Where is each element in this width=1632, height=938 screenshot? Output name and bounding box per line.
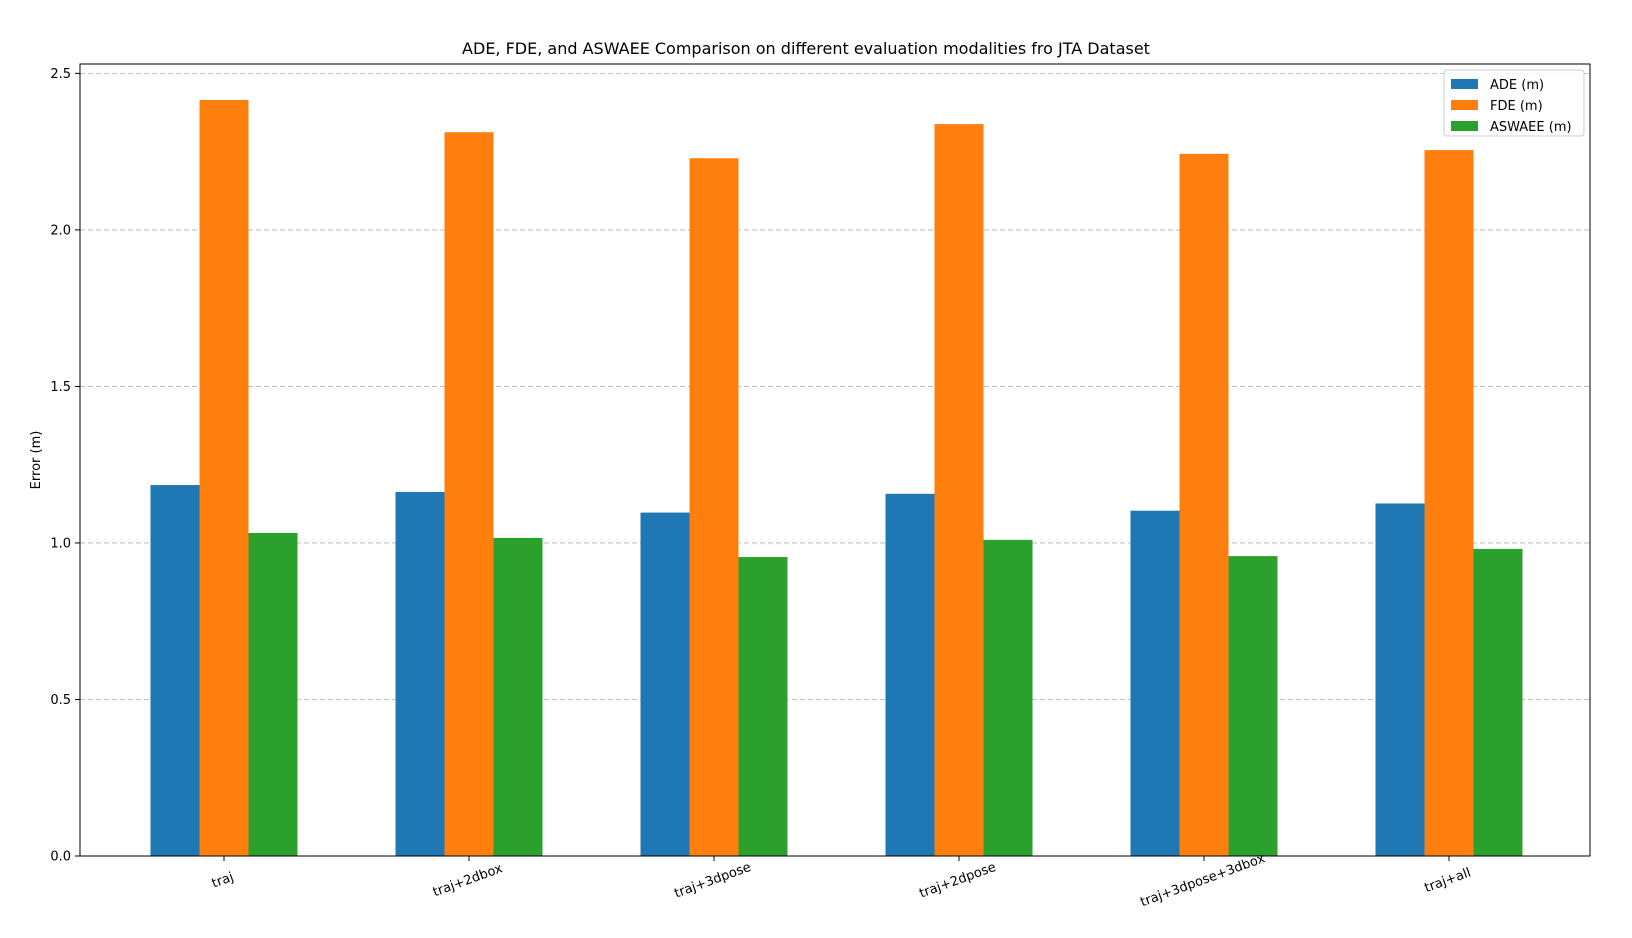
legend-box: [1443, 69, 1585, 137]
bar-fde-traj+3dpose+3dbox: [1179, 153, 1229, 856]
y-tick-label: 1.5: [50, 380, 71, 395]
bar-aswaee-traj+3dpose: [738, 557, 788, 856]
y-tick-label: 2.5: [50, 67, 71, 82]
y-axis: 0.0 0.5 1.0 1.5 2.0 2.5: [50, 67, 80, 865]
legend-entry: ADE (m): [1490, 78, 1544, 93]
y-axis-label: Error (m): [29, 431, 44, 490]
bar-ade-traj+2dpose: [885, 493, 935, 856]
y-tick-label: 1.0: [50, 536, 71, 551]
grid-lines: [80, 72, 1590, 700]
plot-frame: [79, 63, 1591, 857]
x-tick-label: traj+3dpose+3dbox: [1139, 851, 1268, 910]
x-tick-label: traj+3dpose: [672, 860, 753, 902]
bar-fde-traj+2dbox: [444, 132, 494, 857]
legend-entry: ASWAEE (m): [1490, 120, 1572, 135]
bar-aswaee-traj+2dpose: [983, 539, 1033, 856]
bar-aswaee-traj: [248, 532, 298, 856]
x-tick-label: traj+2dpose: [917, 860, 998, 902]
bar-ade-traj: [150, 485, 200, 856]
bars: [150, 100, 1523, 857]
bar-ade-traj+all: [1375, 503, 1425, 856]
legend-swatch: [1451, 100, 1478, 110]
bar-aswaee-traj+all: [1473, 548, 1523, 856]
legend-swatch: [1451, 121, 1478, 131]
bar-ade-traj+3dpose: [640, 512, 690, 856]
bar-fde-traj+all: [1424, 150, 1474, 856]
bar-fde-traj+3dpose: [689, 158, 739, 857]
chart-title: ADE, FDE, and ASWAEE Comparison on diffe…: [462, 39, 1150, 58]
legend-entry: FDE (m): [1490, 99, 1543, 114]
bar-fde-traj+2dpose: [934, 124, 984, 856]
y-tick-label: 0.5: [50, 693, 71, 708]
bar-ade-traj+2dbox: [395, 491, 445, 856]
x-tick-label: traj: [210, 870, 236, 892]
bar-fde-traj: [199, 100, 249, 856]
x-tick-label: traj+all: [1423, 865, 1473, 896]
legend-swatch: [1451, 79, 1478, 89]
x-tick-label: traj+2dbox: [431, 861, 505, 900]
x-axis: traj traj+2dbox traj+3dpose traj+2dpose traj…: [210, 851, 1473, 910]
legend: ADE (m) FDE (m) ASWAEE (m): [1443, 69, 1585, 137]
bar-ade-traj+3dpose+3dbox: [1130, 510, 1180, 856]
bar-aswaee-traj+2dbox: [493, 537, 543, 856]
bar-aswaee-traj+3dpose+3dbox: [1228, 556, 1278, 856]
y-tick-label: 2.0: [50, 223, 71, 238]
y-tick-label: 0.0: [50, 850, 71, 865]
